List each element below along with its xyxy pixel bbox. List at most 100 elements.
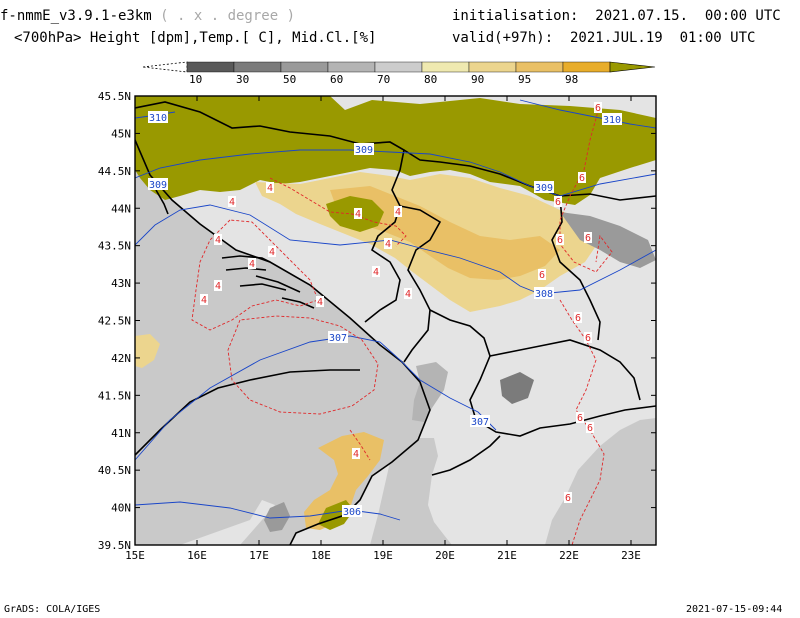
model-name: f-nmmE_v3.9.1-e3km <box>0 8 152 24</box>
temp-label: 6 <box>555 197 561 208</box>
contour-309 <box>135 149 656 197</box>
temp-label-bg <box>586 422 594 433</box>
colorbar-cell <box>186 61 235 73</box>
lat-label: 42N <box>111 352 131 365</box>
contour-307 <box>135 335 497 461</box>
height-label: 309 <box>149 180 167 191</box>
temp-contour-4-albania <box>349 429 371 461</box>
cloud-italy-patch <box>135 334 160 368</box>
temp-label-bg <box>578 172 586 183</box>
height-label: 310 <box>603 115 621 126</box>
temp-label: 6 <box>595 103 601 114</box>
valid-time: valid(+97h): 2021.JUL.19 01:00 UTC <box>452 30 756 46</box>
height-label-bg <box>148 178 168 190</box>
temp-label: 6 <box>557 235 563 246</box>
colorbar-label: 80 <box>424 73 437 86</box>
cloud-olive-north <box>135 96 656 205</box>
temp-label-bg <box>564 492 572 503</box>
island-krk <box>155 189 169 215</box>
colorbar-cell <box>280 61 329 73</box>
temp-label-bg <box>384 238 392 249</box>
temp-label: 4 <box>269 247 275 258</box>
height-labels: 310 310 309 309 309 308 307 307 306 <box>148 111 622 518</box>
colorbar-label: 10 <box>189 73 202 86</box>
colorbar-cell <box>233 61 282 73</box>
lat-label: 41N <box>111 427 131 440</box>
temp-label: 6 <box>585 333 591 344</box>
lon-label: 15E <box>125 549 145 562</box>
temp-label: 6 <box>565 493 571 504</box>
temp-contour-4-north <box>269 177 407 247</box>
lat-label: 40.5N <box>98 464 131 477</box>
height-label: 310 <box>149 113 167 124</box>
colorbar-label: 98 <box>565 73 578 86</box>
colorbar-label: 95 <box>518 73 531 86</box>
temp-label-bg <box>556 234 564 245</box>
temp-label: 4 <box>215 281 221 292</box>
temp-label: 6 <box>575 313 581 324</box>
temp-label: 6 <box>579 173 585 184</box>
colorbar-cell <box>421 61 470 73</box>
model-units: ( . x . degree ) <box>151 8 296 24</box>
lon-label: 17E <box>249 549 269 562</box>
lon-label: 20E <box>435 549 455 562</box>
temp-label-bg <box>248 258 256 269</box>
island-brac <box>225 267 267 271</box>
lon-label: 23E <box>621 549 641 562</box>
temp-label-bg <box>316 296 324 307</box>
border-bulgaria <box>551 195 601 341</box>
temp-label: 4 <box>355 209 361 220</box>
height-label-bg <box>342 505 362 517</box>
height-label-bg <box>148 111 168 123</box>
lat-label: 44.5N <box>98 165 131 178</box>
colorbar-high-end <box>609 61 656 73</box>
colorbar-label: 60 <box>330 73 343 86</box>
lat-label: 43.5N <box>98 240 131 253</box>
lat-label: 43N <box>111 277 131 290</box>
temp-label: 4 <box>395 207 401 218</box>
temp-label-bg <box>354 208 362 219</box>
colorbar-cell <box>327 61 376 73</box>
lat-label: 42.5N <box>98 315 131 328</box>
colorbar-low-end <box>142 61 188 73</box>
lon-label: 22E <box>559 549 579 562</box>
parameters-title: <700hPa> Height [dpm],Temp.[ C], Mid.Cl.… <box>14 30 377 46</box>
cloud-east-patch <box>500 372 534 404</box>
temp-label-bg <box>200 294 208 305</box>
lat-label: 45.5N <box>98 90 131 103</box>
height-label-bg <box>328 331 348 343</box>
colorbar-label: 90 <box>471 73 484 86</box>
height-label: 309 <box>355 145 373 156</box>
border-north <box>135 101 405 323</box>
boundaries <box>135 101 656 545</box>
temp-label-bg <box>268 246 276 257</box>
height-label: 309 <box>535 183 553 194</box>
temp-label: 4 <box>229 197 235 208</box>
temp-label-bg <box>594 102 602 113</box>
cloud-southeast-patch <box>264 502 290 532</box>
height-label-bg <box>534 287 554 299</box>
temp-label-bg <box>576 412 584 423</box>
colorbar-cell <box>515 61 564 73</box>
border-greece <box>431 435 501 476</box>
footer-left: GrADS: COLA/IGES <box>4 604 101 615</box>
height-label: 308 <box>535 289 553 300</box>
temp-label-bg <box>584 232 592 243</box>
lat-label: 40N <box>111 502 131 515</box>
temp-contour-4-south <box>227 315 379 415</box>
contour-308 <box>135 204 656 295</box>
lon-label: 19E <box>373 549 393 562</box>
colorbar-cell <box>374 61 423 73</box>
temp-label-bg <box>584 332 592 343</box>
lat-label: 44N <box>111 202 131 215</box>
sea-ionian <box>370 438 452 545</box>
temp-contour-4-west <box>191 219 319 331</box>
temp-label: 4 <box>201 295 207 306</box>
colorbar-cell <box>562 61 611 73</box>
temp-label-bg <box>394 206 402 217</box>
height-label-bg <box>534 181 554 193</box>
temp-label: 6 <box>539 270 545 281</box>
colorbar-label: 30 <box>236 73 249 86</box>
